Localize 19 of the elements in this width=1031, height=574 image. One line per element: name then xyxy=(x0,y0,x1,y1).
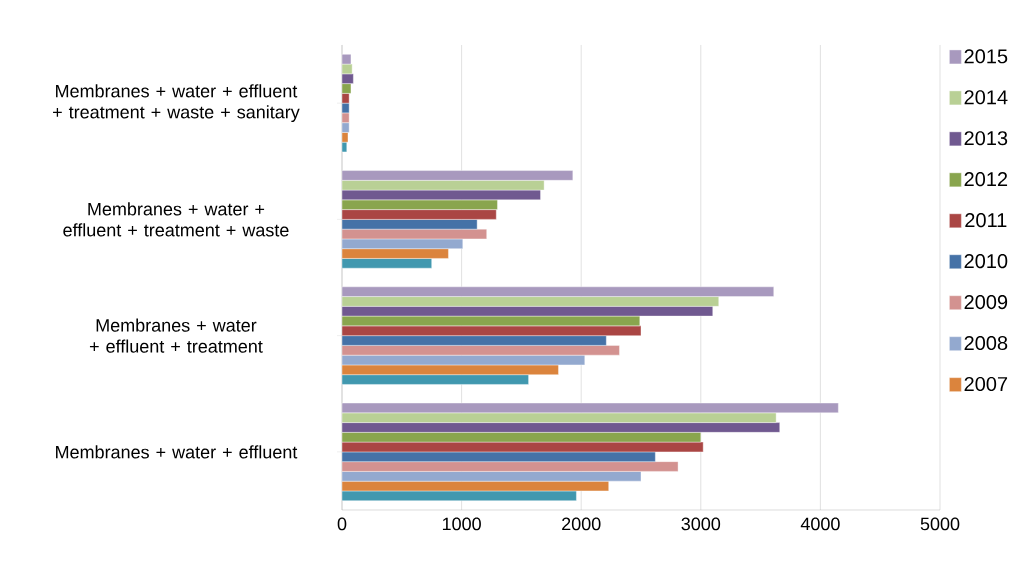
legend-label: 2014 xyxy=(964,90,1008,105)
x-tick-label: 2000 xyxy=(562,517,601,531)
legend-label: 2010 xyxy=(964,254,1008,269)
x-tick-label: 1000 xyxy=(442,517,481,531)
x-tick-label: 4000 xyxy=(800,517,840,531)
y-tick-label: Membranes + water + effluent + treatment xyxy=(89,318,263,353)
legend-label: 2015 xyxy=(964,49,1008,64)
y-tick-label: Membranes + water + effluent xyxy=(56,445,298,459)
x-tick-label: 0 xyxy=(337,517,347,531)
legend-label: 2011 xyxy=(965,213,1007,228)
y-tick-label: Membranes + water + effluent + treatment + waste xyxy=(63,202,289,237)
y-tick-label: Membranes + water + effluent + treatment + waste + sanitary xyxy=(53,84,300,123)
legend-label: 2007 xyxy=(964,376,1008,392)
x-tick-label: 3000 xyxy=(681,517,721,531)
x-tick-label: 5000 xyxy=(920,517,960,531)
legend-label: 2009 xyxy=(964,295,1008,310)
legend-label: 2012 xyxy=(964,172,1008,187)
legend-label: 2013 xyxy=(964,131,1008,146)
legend-label: 2008 xyxy=(964,335,1008,351)
